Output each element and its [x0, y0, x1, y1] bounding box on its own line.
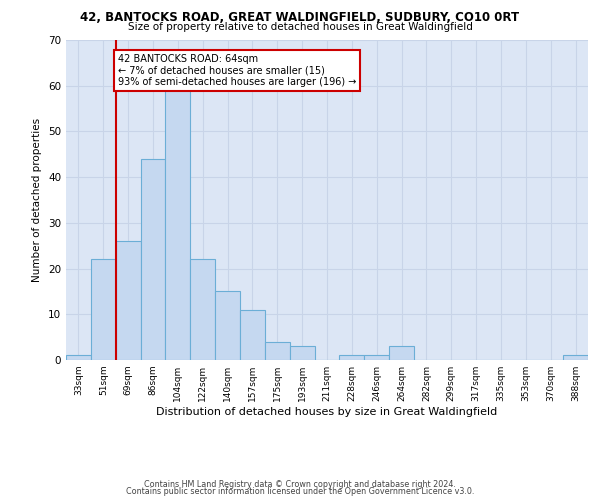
Text: Size of property relative to detached houses in Great Waldingfield: Size of property relative to detached ho… [128, 22, 472, 32]
Bar [66, 356, 91, 360]
Text: Contains public sector information licensed under the Open Government Licence v3: Contains public sector information licen… [126, 488, 474, 496]
Bar [215, 292, 240, 360]
Bar [563, 356, 588, 360]
Bar [190, 260, 215, 360]
Bar [364, 356, 389, 360]
Y-axis label: Number of detached properties: Number of detached properties [32, 118, 43, 282]
X-axis label: Distribution of detached houses by size in Great Waldingfield: Distribution of detached houses by size … [157, 407, 497, 417]
Bar [265, 342, 290, 360]
Text: Contains HM Land Registry data © Crown copyright and database right 2024.: Contains HM Land Registry data © Crown c… [144, 480, 456, 489]
Bar [240, 310, 265, 360]
Bar [91, 260, 116, 360]
Bar [116, 241, 140, 360]
Bar [290, 346, 314, 360]
Bar [166, 90, 190, 360]
Text: 42, BANTOCKS ROAD, GREAT WALDINGFIELD, SUDBURY, CO10 0RT: 42, BANTOCKS ROAD, GREAT WALDINGFIELD, S… [80, 11, 520, 24]
Bar [340, 356, 364, 360]
Bar [389, 346, 414, 360]
Text: 42 BANTOCKS ROAD: 64sqm
← 7% of detached houses are smaller (15)
93% of semi-det: 42 BANTOCKS ROAD: 64sqm ← 7% of detached… [118, 54, 356, 87]
Bar [140, 159, 166, 360]
